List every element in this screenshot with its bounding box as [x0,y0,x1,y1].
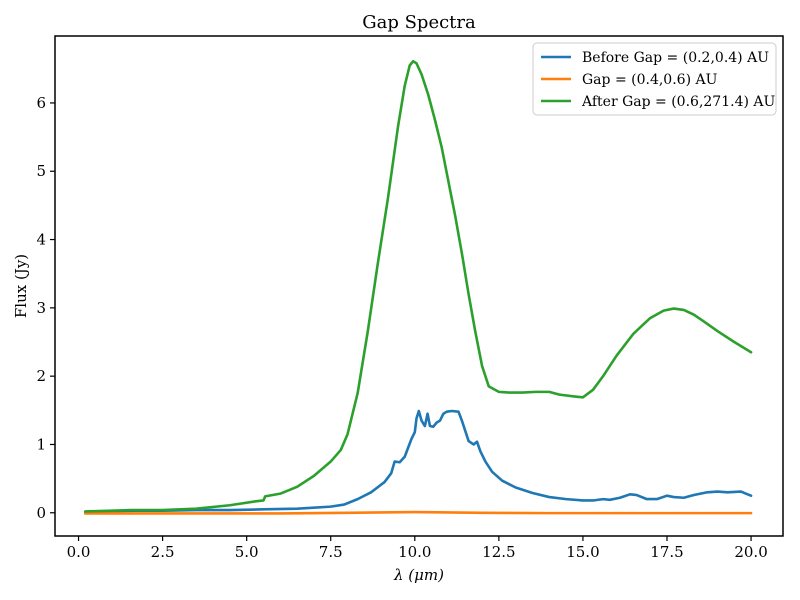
chart-title: Gap Spectra [362,12,476,33]
y-axis-label: Flux (Jy) [12,254,30,318]
legend-label-0: Before Gap = (0.2,0.4) AU [582,50,769,66]
y-tick-label: 3 [36,299,46,317]
series-layer [83,59,753,515]
x-tick-label: 5.0 [235,543,259,561]
y-tick-label: 5 [36,162,46,180]
legend: Before Gap = (0.2,0.4) AU Gap = (0.4,0.6)… [532,42,777,116]
x-tick-label: 15.0 [566,543,599,561]
y-tick-label: 2 [36,367,46,385]
legend-box [532,42,777,116]
plot-frame [54,35,784,537]
x-tick-label: 7.5 [319,543,343,561]
legend-label-1: Gap = (0.4,0.6) AU [582,72,718,88]
y-tick-label: 0 [36,504,46,522]
x-axis-label: λ (μm) [393,566,444,584]
series-line-2 [83,59,753,513]
y-axis: 0 1 2 3 4 5 6 [36,94,55,522]
x-tick-label: 20.0 [734,543,767,561]
x-tick-label: 17.5 [650,543,683,561]
legend-label-2: After Gap = (0.6,271.4) AU [581,94,776,110]
x-tick-label: 10.0 [398,543,431,561]
series-line-1 [83,510,753,515]
y-tick-label: 1 [36,435,46,453]
y-tick-label: 4 [36,231,46,249]
y-tick-label: 6 [36,94,46,112]
series-line-0 [83,409,753,514]
x-axis: 0.0 2.5 5.0 7.5 10.0 12.5 15.0 17.5 20.0 [67,536,768,561]
x-tick-label: 12.5 [482,543,515,561]
x-tick-label: 2.5 [151,543,175,561]
x-tick-label: 0.0 [67,543,91,561]
